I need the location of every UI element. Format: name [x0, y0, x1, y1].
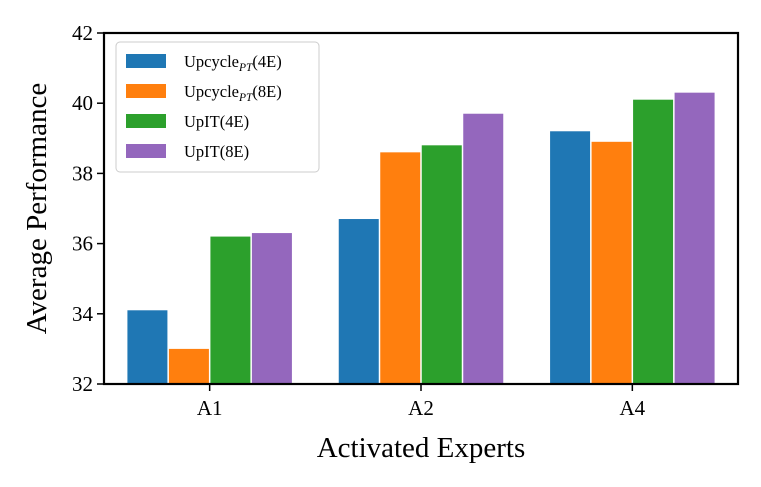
x-tick-label: A2 — [408, 396, 434, 420]
legend-swatch — [126, 144, 166, 158]
legend-label: UpcyclePT(4E) — [184, 52, 282, 74]
bar-a4-series-2 — [591, 141, 632, 384]
bar-a2-series-4 — [463, 113, 504, 384]
y-axis: 32 34 36 38 40 42 — [72, 21, 104, 396]
bar-a1-series-2 — [168, 348, 209, 384]
y-tick-label: 32 — [72, 372, 93, 396]
legend: UpcyclePT(4E) UpcyclePT(8E) UpIT(4E) UpIT(8… — [115, 41, 320, 173]
bar-a4-series-1 — [550, 131, 591, 384]
x-axis-title: Activated Experts — [317, 432, 526, 464]
bar-a2-series-2 — [380, 152, 421, 384]
y-tick-label: 42 — [72, 21, 93, 45]
x-tick-label: A4 — [619, 396, 645, 420]
legend-label: UpIT(4E) — [184, 112, 249, 131]
bar-a1-series-3 — [210, 236, 251, 384]
x-axis: A1 A2 A4 — [197, 384, 646, 420]
y-tick-label: 38 — [72, 161, 93, 185]
bar-a2-series-1 — [338, 219, 379, 384]
legend-swatch — [126, 114, 166, 128]
x-tick-label: A1 — [197, 396, 223, 420]
y-tick-label: 34 — [72, 302, 94, 326]
y-tick-label: 36 — [72, 232, 93, 256]
legend-label: UpcyclePT(8E) — [184, 82, 282, 104]
bar-a1-series-1 — [127, 310, 168, 384]
bar-a4-series-4 — [674, 92, 715, 385]
bar-a4-series-3 — [633, 99, 674, 384]
legend-swatch — [126, 54, 166, 68]
bars-group — [127, 92, 715, 385]
legend-frame — [115, 41, 320, 173]
legend-label: UpIT(8E) — [184, 142, 249, 161]
y-tick-label: 40 — [72, 91, 93, 115]
bar-a1-series-4 — [251, 233, 292, 384]
y-axis-title: Average Performance — [21, 83, 53, 334]
legend-swatch — [126, 84, 166, 98]
bar-a2-series-3 — [421, 145, 462, 384]
